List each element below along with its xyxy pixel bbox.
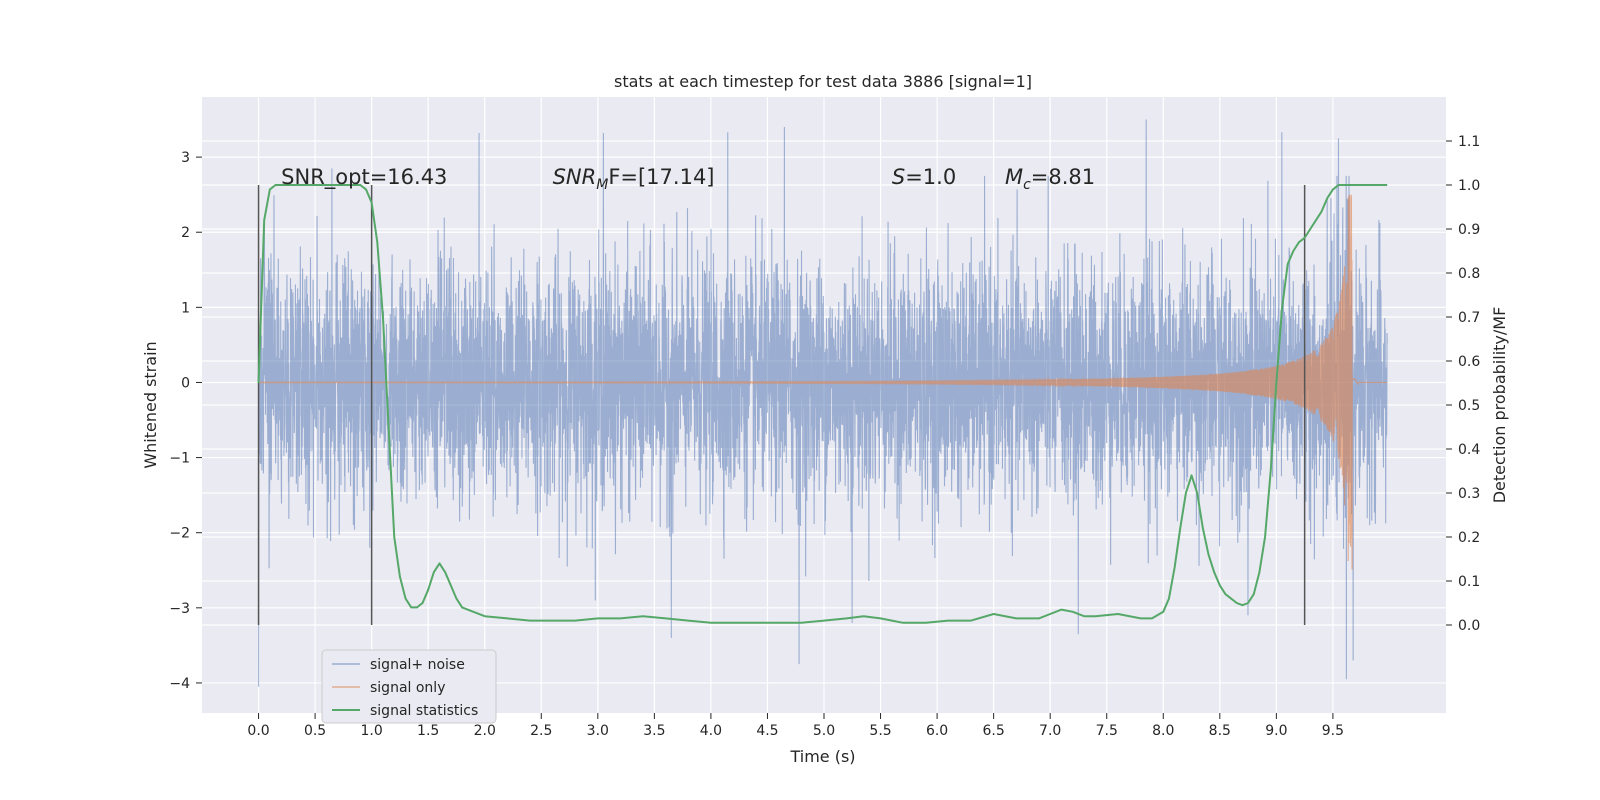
x-tick-label: 4.5 xyxy=(756,723,778,739)
annotation-text: SNRMF=[17.14] xyxy=(553,165,715,193)
legend-label: signal statistics xyxy=(370,703,478,719)
y2-tick-label: 0.1 xyxy=(1458,574,1480,590)
x-tick-label: 6.0 xyxy=(926,723,948,739)
legend-label: signal only xyxy=(370,680,445,696)
x-tick-label: 9.0 xyxy=(1265,723,1287,739)
signal-statistics-line xyxy=(257,184,1388,624)
y-tick-label: 3 xyxy=(181,150,190,166)
y-tick-label: −3 xyxy=(169,601,190,617)
x-tick-label: 3.0 xyxy=(587,723,609,739)
x-axis-ticks: 0.0 0.5 1.0 1.5 2.0 2.5 3.0 3.5 4.0 4.5 5.0 5.5 6.0 6… xyxy=(247,713,1344,739)
y-tick-label: −2 xyxy=(169,526,190,542)
x-axis-label: Time (s) xyxy=(789,747,855,766)
window-markers xyxy=(257,185,1306,625)
y2-tick-label: 0.3 xyxy=(1458,486,1480,502)
annotations: SNR_opt=16.43 SNRMF=[17.14] S=1.0 Mc=8.81 xyxy=(281,165,1095,193)
chart-title: stats at each timestep for test data 388… xyxy=(614,72,1032,91)
x-tick-label: 3.5 xyxy=(643,723,665,739)
x-tick-label: 6.5 xyxy=(983,723,1005,739)
x-tick-label: 7.0 xyxy=(1039,723,1061,739)
y-tick-label: 2 xyxy=(181,225,190,241)
x-tick-label: 1.0 xyxy=(361,723,383,739)
y2-tick-label: 0.8 xyxy=(1458,266,1480,282)
y2-tick-label: 0.2 xyxy=(1458,530,1480,546)
y2-tick-label: 0.7 xyxy=(1458,310,1480,326)
signal-only-series xyxy=(258,194,1388,570)
legend-label: signal+ noise xyxy=(370,657,465,673)
x-tick-label: 4.0 xyxy=(700,723,722,739)
y-tick-label: 1 xyxy=(181,300,190,316)
x-tick-label: 2.0 xyxy=(474,723,496,739)
x-tick-label: 7.5 xyxy=(1096,723,1118,739)
annotation-text: Mc=8.81 xyxy=(1005,165,1095,193)
annotation-text: S=1.0 xyxy=(892,165,956,189)
y-axis-ticks: −4 −3 −2 −1 0 1 2 3 xyxy=(169,150,202,692)
signal-noise-series xyxy=(258,119,1388,687)
y2-tick-label: 0.9 xyxy=(1458,222,1480,238)
signal-only-line xyxy=(258,194,1388,570)
x-tick-label: 5.0 xyxy=(813,723,835,739)
y-tick-label: 0 xyxy=(181,375,190,391)
y2-tick-label: 1.0 xyxy=(1458,178,1480,194)
y2-tick-label: 1.1 xyxy=(1458,134,1480,150)
signal-statistics-series xyxy=(257,184,1388,624)
x-tick-label: 2.5 xyxy=(530,723,552,739)
x-tick-label: 9.5 xyxy=(1322,723,1344,739)
y2-tick-label: 0.0 xyxy=(1458,618,1480,634)
x-tick-label: 0.0 xyxy=(247,723,269,739)
x-tick-label: 5.5 xyxy=(869,723,891,739)
x-tick-label: 0.5 xyxy=(304,723,326,739)
signal-noise-line xyxy=(258,119,1388,687)
y-axis-label: Whitened strain xyxy=(141,341,160,468)
annotation-text: SNR_opt=16.43 xyxy=(281,165,447,190)
x-tick-label: 1.5 xyxy=(417,723,439,739)
y2-tick-label: 0.4 xyxy=(1458,442,1480,458)
y2-tick-label: 0.6 xyxy=(1458,354,1480,370)
x-tick-label: 8.0 xyxy=(1152,723,1174,739)
y2-axis-label: Detection probability/MF xyxy=(1490,307,1509,504)
y-tick-label: −1 xyxy=(169,451,190,467)
y2-axis-ticks: 0.0 0.1 0.2 0.3 0.4 0.5 0.6 0.7 0.8 0.9 1.0 1.1 xyxy=(1446,134,1480,634)
y-tick-label: −4 xyxy=(169,676,190,692)
y2-tick-label: 0.5 xyxy=(1458,398,1480,414)
legend-box xyxy=(321,649,497,724)
legend: signal+ noise signal only signal statistic… xyxy=(321,649,497,724)
x-tick-label: 8.5 xyxy=(1209,723,1231,739)
